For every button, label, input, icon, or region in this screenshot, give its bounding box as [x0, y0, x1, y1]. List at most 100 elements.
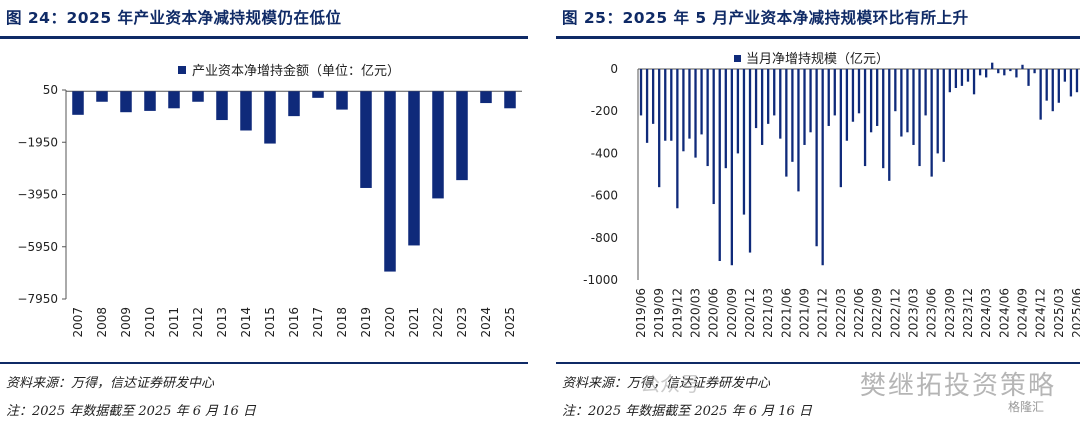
right-bar	[712, 69, 715, 205]
watermark-badge: 格隆汇	[1008, 400, 1045, 414]
right-x-tick-label: 2025/03	[1052, 288, 1066, 338]
right-x-tick-label: 2022/06	[852, 288, 866, 338]
right-y-tick-label: -600	[591, 189, 618, 203]
left-bar	[168, 91, 180, 109]
right-bar	[1045, 69, 1048, 101]
right-x-tick-label: 2020/09	[725, 288, 739, 338]
right-bar	[1009, 69, 1012, 72]
left-x-tick-label: 2009	[119, 307, 133, 338]
left-x-tick-label: 2022	[431, 307, 445, 338]
right-bar	[863, 69, 867, 167]
left-bar	[312, 91, 324, 98]
right-bar	[803, 69, 806, 145]
left-x-tick-label: 2015	[263, 307, 277, 338]
left-bar	[456, 91, 468, 181]
right-bar	[639, 69, 643, 116]
right-bar	[972, 69, 976, 95]
right-y-tick-label: -200	[591, 104, 618, 118]
right-bar	[930, 69, 933, 177]
left-y-tick-label: −5950	[17, 240, 58, 254]
left-bar	[72, 91, 84, 115]
right-y-tick-label: 0	[610, 62, 618, 76]
right-bar	[1075, 69, 1079, 93]
right-bar	[791, 69, 794, 162]
right-bar	[1015, 69, 1018, 78]
right-bar	[694, 69, 697, 158]
right-bar-chart: 当月净增持规模（亿元） 0 -200 -400 -600 -800 -1000 2019/06…	[583, 52, 1080, 338]
right-y-tick-label: -800	[591, 231, 618, 245]
left-x-tick-label: 2025	[503, 307, 517, 338]
left-y-tick-label: 50	[43, 83, 58, 97]
right-bar	[760, 69, 764, 145]
right-bar	[954, 69, 958, 88]
left-bar	[96, 91, 108, 102]
left-x-tick-label: 2012	[191, 307, 205, 338]
right-bar	[670, 69, 673, 141]
left-x-tick-label: 2019	[359, 307, 373, 338]
left-legend-label: 产业资本净增持金额（单位：亿元）	[192, 63, 400, 79]
left-date-note: 注：2025 年数据截至 2025 年 6 月 16 日	[6, 404, 256, 419]
right-bar	[857, 69, 861, 114]
left-x-tick-label: 2010	[143, 307, 157, 338]
left-bar	[360, 91, 372, 188]
right-x-tick-label: 2020/06	[707, 288, 721, 338]
right-bar	[742, 69, 746, 215]
right-bar	[724, 69, 727, 169]
left-bar	[216, 91, 228, 121]
left-bar	[336, 91, 348, 110]
right-x-tick-label: 2021/06	[779, 288, 793, 338]
right-bar	[754, 69, 758, 129]
right-bar	[966, 69, 970, 82]
left-source-note: 资料来源：万得，信达证券研发中心	[6, 376, 215, 391]
watermark-account-label: 公众号	[640, 372, 700, 396]
left-figure-title: 图 24：2025 年产业资本净减持规模仍在低位	[6, 9, 342, 27]
right-date-note: 注：2025 年数据截至 2025 年 6 月 16 日	[562, 404, 812, 419]
left-title-rule	[0, 36, 528, 39]
left-x-tick-label: 2017	[311, 307, 325, 338]
right-bar	[785, 69, 788, 177]
right-x-tick-label: 2020/03	[689, 288, 703, 338]
watermark-text: 樊继拓投资策略	[860, 371, 1057, 401]
right-bar	[1003, 69, 1006, 76]
right-bar	[773, 69, 776, 116]
right-legend-label: 当月净增持规模（亿元）	[746, 52, 889, 67]
right-x-tick-label: 2019/12	[670, 288, 684, 338]
right-bar	[978, 69, 982, 76]
left-bar-chart: 产业资本净增持金额（单位：亿元） 50 −1950 −3950 −5950 −7950 20…	[17, 63, 522, 338]
right-bar	[1021, 64, 1024, 69]
right-y-tick-label: -400	[591, 146, 618, 160]
right-bar	[815, 69, 818, 247]
left-x-tick-label: 2014	[239, 307, 253, 338]
right-bar	[651, 69, 655, 124]
left-x-tick-label: 2023	[455, 307, 469, 338]
left-bar	[408, 91, 420, 246]
right-bar	[1051, 69, 1054, 112]
right-bar	[718, 69, 721, 262]
right-bar	[1069, 69, 1073, 97]
right-bar	[1039, 69, 1042, 120]
left-bar	[480, 91, 492, 104]
right-bar	[869, 69, 873, 133]
right-x-tick-label: 2024/12	[1034, 288, 1048, 338]
right-bar	[894, 69, 897, 112]
right-title-rule	[556, 36, 1080, 39]
right-bar	[706, 69, 709, 167]
right-figure-title: 图 25：2025 年 5 月产业资本净减持规模环比有所上升	[562, 9, 969, 27]
right-x-tick-label: 2021/03	[761, 288, 775, 338]
right-bar	[845, 69, 849, 141]
right-x-tick-label: 2024/09	[1015, 288, 1029, 338]
right-x-tick-label: 2023/06	[925, 288, 939, 338]
right-bar	[797, 69, 800, 192]
left-bar	[432, 91, 444, 199]
right-bar	[839, 69, 842, 188]
right-x-tick-label: 2024/03	[979, 288, 993, 338]
right-bar	[882, 69, 885, 169]
right-x-tick-label: 2024/06	[997, 288, 1011, 338]
left-x-tick-label: 2013	[215, 307, 229, 338]
right-bar	[942, 69, 945, 162]
right-source-note: 资料来源：万得，信达证券研发中心	[562, 376, 771, 391]
right-y-tick-label: -1000	[583, 273, 618, 287]
right-bar	[688, 69, 691, 139]
right-bar	[991, 62, 994, 69]
right-bar	[833, 69, 836, 116]
